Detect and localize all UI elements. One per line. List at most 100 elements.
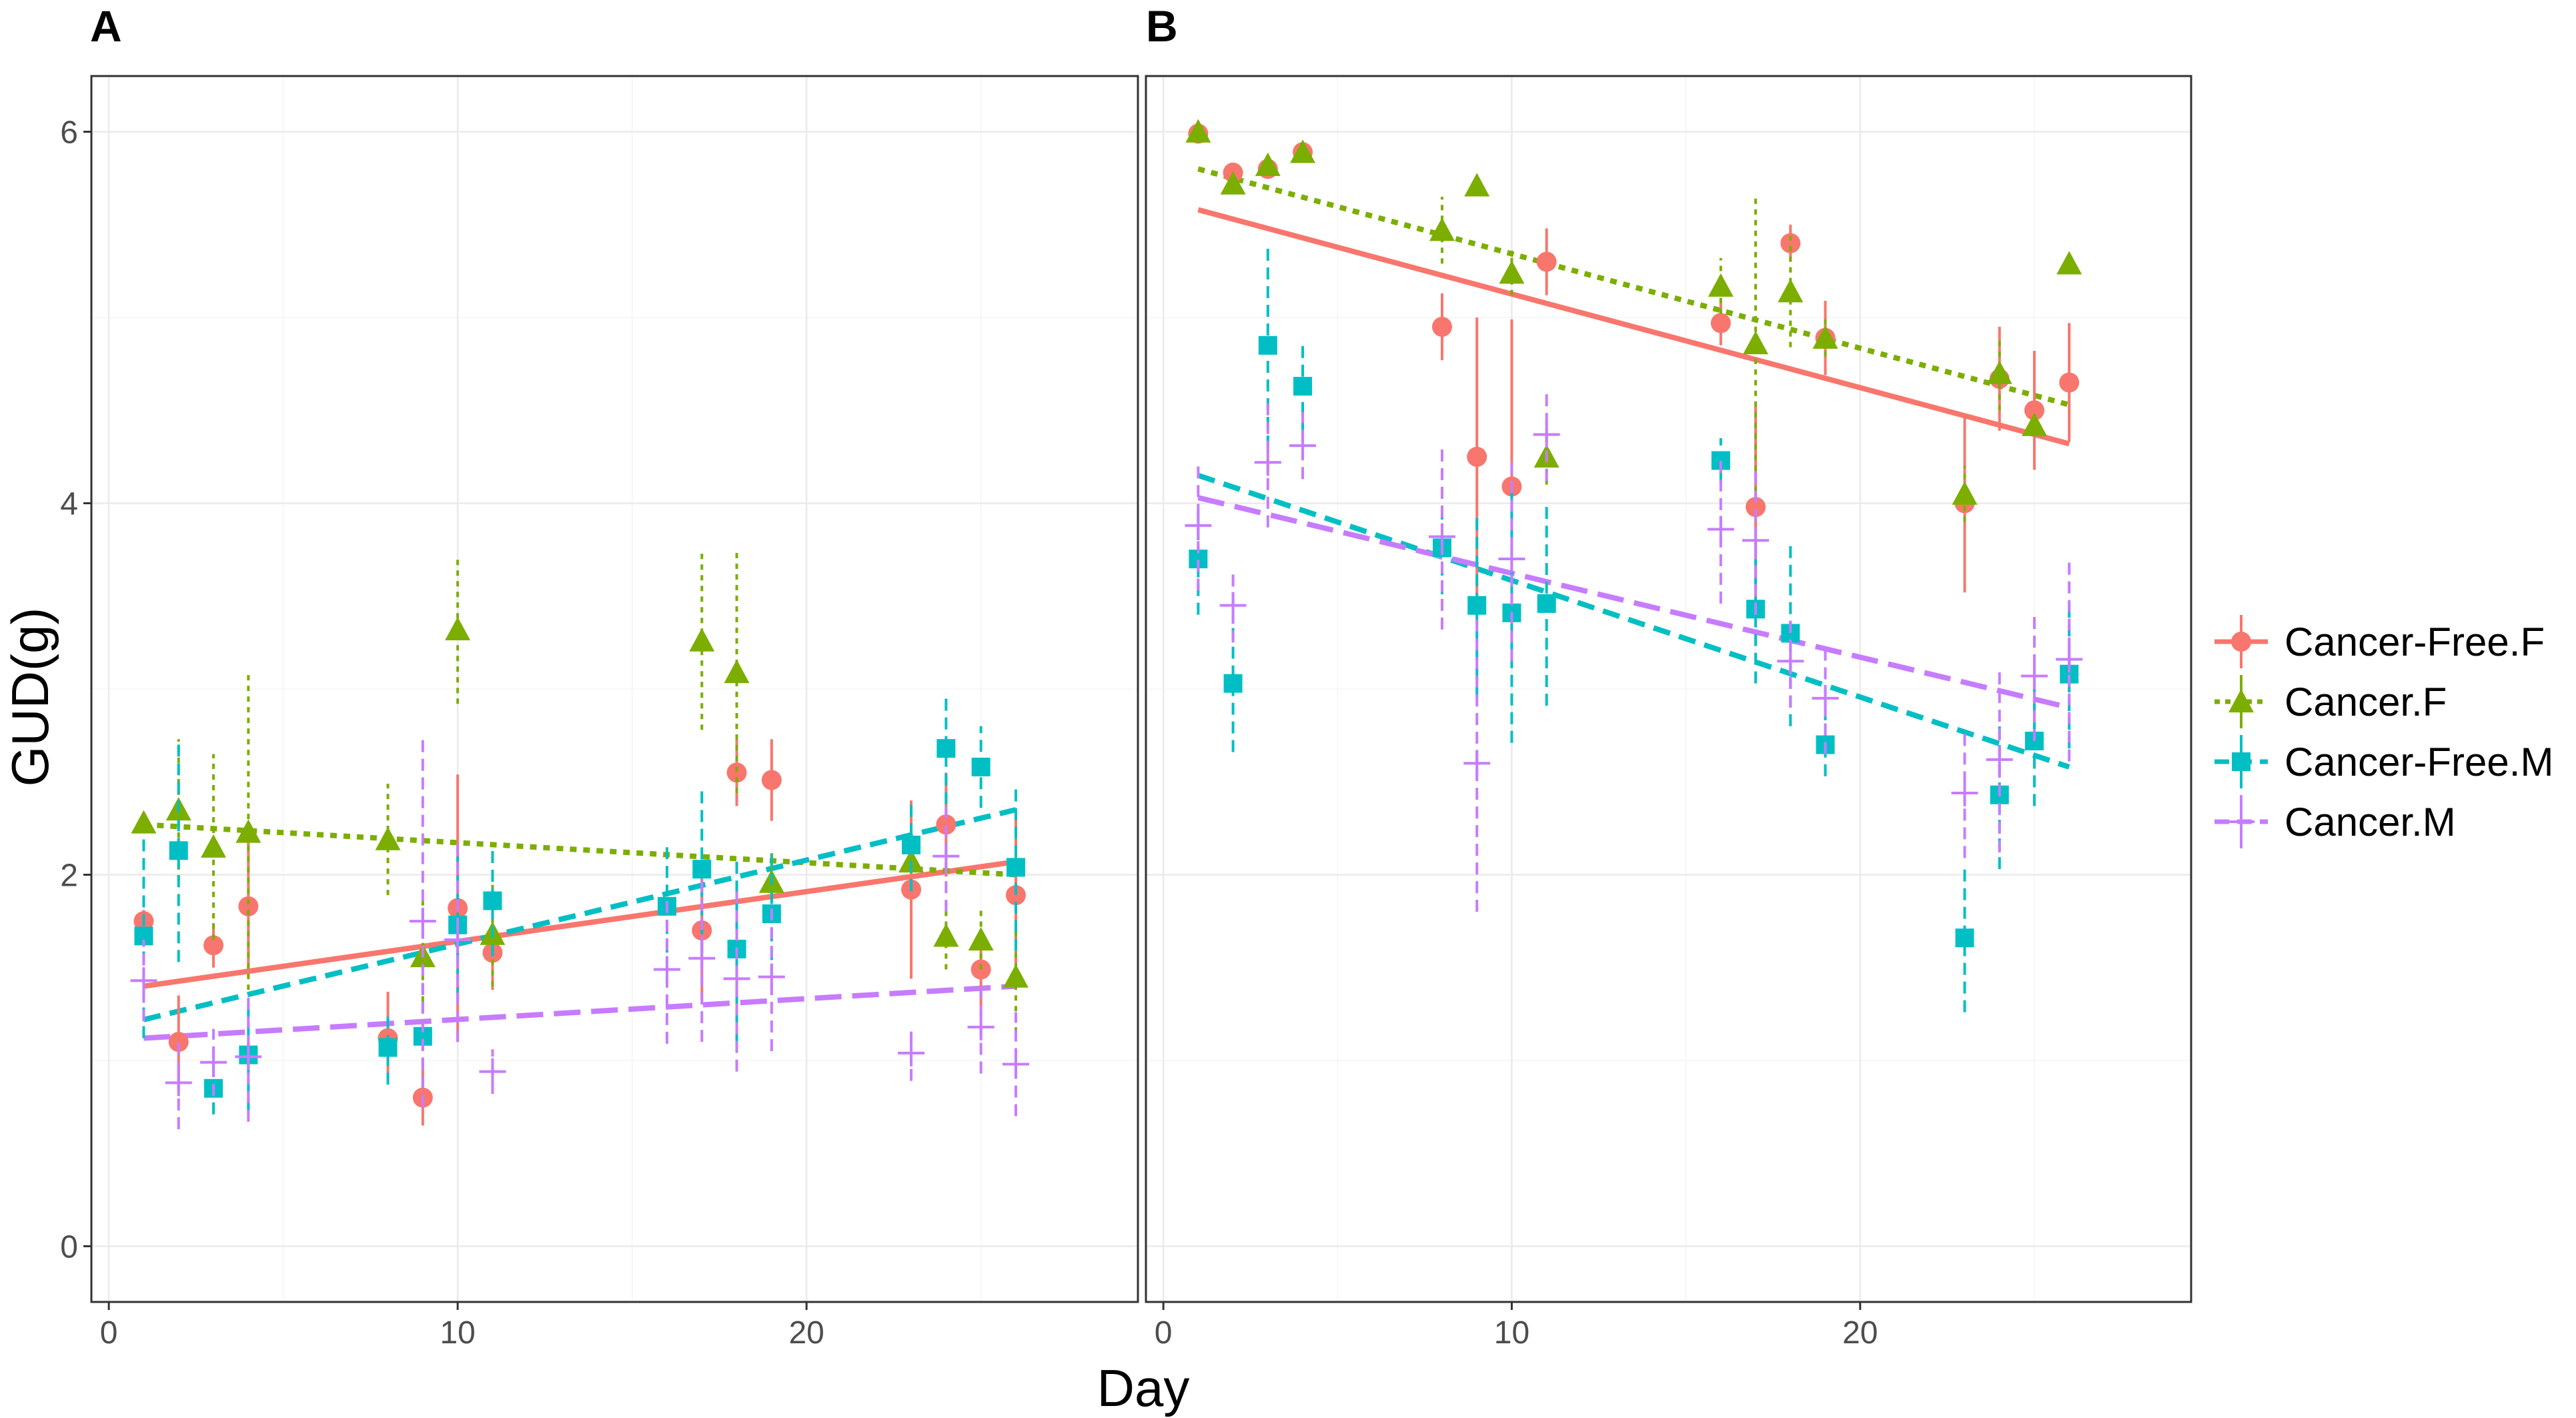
panel-a-cancer-free-m-point <box>378 1038 398 1057</box>
legend-cancer-free-f-label: Cancer-Free.F <box>2285 620 2545 664</box>
panel-a-cancer-f-point <box>968 926 994 951</box>
panel-b-cancer-free-m-point <box>1955 928 1974 948</box>
panel-b-border <box>1145 75 2192 1303</box>
panel-a-cancer-f-point <box>1003 964 1029 988</box>
panel-a: 0 10 20 0 2 4 6 A <box>60 1 1139 1351</box>
panel-a-cancer-m-point <box>1002 1050 1029 1078</box>
panel-a-x-tick-label: 0 <box>100 1315 118 1351</box>
panel-b-cancer-free-m-point <box>1467 596 1487 615</box>
panel-b-cancer-free-m-point <box>1537 594 1556 613</box>
panel-a-cancer-free-f-trend-line <box>143 859 1017 989</box>
panel-a-cancer-m-point <box>932 842 960 870</box>
panel-a-cancer-free-f-point <box>936 814 956 835</box>
panel-a-cancer-free-m-point <box>971 757 991 776</box>
panel-a-cancer-m-point <box>723 965 750 992</box>
panel-b-cancer-m-point <box>1707 516 1734 543</box>
panel-b-cancer-f-point <box>2056 251 2082 275</box>
panel-b-cancer-f-point <box>1952 481 1978 505</box>
panel-a-cancer-free-f-point <box>1005 885 1026 906</box>
legend-cancer-free-f-marker-key <box>2231 632 2251 652</box>
panel-b-cancer-f-point <box>1464 173 1490 197</box>
panel-b-cancer-free-f-point <box>1467 446 1487 467</box>
panel-a-cancer-free-f-point <box>726 762 747 783</box>
panel-a-cancer-f-point <box>933 923 959 947</box>
panel-b-cancer-f-point <box>1429 217 1455 241</box>
panel-b: 0 10 20 B <box>1145 1 2192 1351</box>
panel-a-cancer-m-point <box>130 967 157 994</box>
panel-a-cancer-f-point <box>235 819 261 843</box>
panel-a-cancer-m-point <box>444 926 472 953</box>
panel-a-cancer-free-f-point <box>761 770 782 790</box>
panel-b-cancer-f-point <box>1290 139 1316 163</box>
panel-a-cancer-m-point <box>409 908 436 935</box>
panel-a-cancer-free-m-point <box>1006 858 1025 877</box>
panel-a-cancer-f-point <box>375 826 401 850</box>
panel-a-cancer-f-point <box>131 810 157 834</box>
panel-b-cancer-m-point <box>1498 546 1525 573</box>
panel-b-cancer-f-point <box>1812 325 1838 349</box>
panel-a-label: A <box>90 1 122 51</box>
panel-a-cancer-m-trend-line <box>143 983 1017 1041</box>
panel-a-cancer-free-m-point <box>692 860 712 879</box>
panel-a-cancer-free-f-point <box>238 896 259 916</box>
panel-a-cancer-m-point <box>165 1069 192 1097</box>
panel-a-cancer-f-point <box>201 834 227 858</box>
panel-b-cancer-m-point <box>1986 746 2013 773</box>
panel-a-cancer-free-m-point <box>169 841 188 860</box>
panel-b-cancer-m-point <box>2056 646 2083 673</box>
legend-cancer-free-f: Cancer-Free.F <box>2214 615 2545 668</box>
panel-a-cancer-m-point <box>200 1048 227 1076</box>
legend-cancer-free-m-marker-key <box>2232 752 2250 771</box>
panel-a-y-tick-label: 4 <box>60 487 78 522</box>
panel-b-cancer-f-point <box>1185 119 1211 143</box>
panel-b-cancer-free-f-point <box>2024 400 2044 421</box>
legend-cancer-m: Cancer.M <box>2214 795 2456 848</box>
panel-a-x-tick-label: 20 <box>788 1315 824 1351</box>
legend-cancer-m-label: Cancer.M <box>2285 800 2456 844</box>
panel-b-cancer-m-point <box>2020 662 2048 690</box>
panel-b-cancer-free-f-point <box>1536 251 1557 272</box>
legend-cancer-f-label: Cancer.F <box>2285 680 2447 724</box>
legend: Cancer-Free.F Cancer.F Cancer-Free.M Cancer… <box>2214 615 2553 848</box>
legend-cancer-f-marker-key <box>2228 689 2254 713</box>
panel-b-x-tick-label: 0 <box>1155 1315 1173 1351</box>
panel-a-y-tick-label: 2 <box>60 858 78 893</box>
panel-b-cancer-f-point <box>1986 360 2012 384</box>
panel-b-label: B <box>1146 1 1178 51</box>
panel-a-cancer-m-point <box>688 944 716 972</box>
legend-cancer-free-m-label: Cancer-Free.M <box>2285 740 2553 784</box>
panel-a-y-tick-label: 0 <box>60 1229 78 1265</box>
panel-b-cancer-m-point <box>1219 592 1247 619</box>
panel-b-cancer-m-point <box>1289 432 1317 460</box>
panel-b-cancer-f-point <box>1743 331 1769 355</box>
panel-b-cancer-m-point <box>1777 648 1804 675</box>
panel-a-cancer-f-point <box>445 616 471 641</box>
panel-b-cancer-m-point <box>1463 750 1491 777</box>
panel-a-cancer-m-point <box>898 1039 925 1067</box>
panel-b-cancer-m-point <box>1254 449 1281 476</box>
panel-b-cancer-f-point <box>1255 152 1281 176</box>
panel-b-cancer-free-m-point <box>1223 674 1243 693</box>
panel-a-cancer-free-m-point <box>483 891 502 910</box>
panel-b-cancer-f-point <box>1708 273 1734 297</box>
panel-b-cancer-m-point <box>1533 421 1560 448</box>
panel-b-cancer-free-m-point <box>1258 335 1277 355</box>
panel-b-cancer-f-point <box>2021 412 2047 436</box>
panel-a-cancer-m-point <box>479 1058 506 1085</box>
panel-b-cancer-m-point <box>1812 684 1839 712</box>
panel-a-cancer-m-point <box>653 956 680 983</box>
panel-a-cancer-f-point <box>689 628 715 652</box>
panel-b-cancer-free-m-trend-line <box>1197 472 2070 770</box>
panel-a-cancer-m-point <box>758 963 785 990</box>
panel-b-cancer-free-f-trend-line <box>1197 207 2070 447</box>
legend-cancer-f: Cancer.F <box>2214 675 2447 728</box>
panel-b-cancer-m-point <box>1428 523 1455 550</box>
panel-a-cancer-free-m-point <box>902 835 921 854</box>
panel-b-cancer-free-f-point <box>1431 316 1452 337</box>
panel-a-cancer-m-point <box>967 1013 995 1040</box>
panel-b-x-tick-label: 20 <box>1842 1315 1878 1351</box>
panel-b-cancer-free-f-point <box>1710 313 1731 333</box>
panel-a-x-tick-label: 10 <box>440 1315 475 1351</box>
panel-b-cancer-free-f-point <box>1780 233 1801 253</box>
